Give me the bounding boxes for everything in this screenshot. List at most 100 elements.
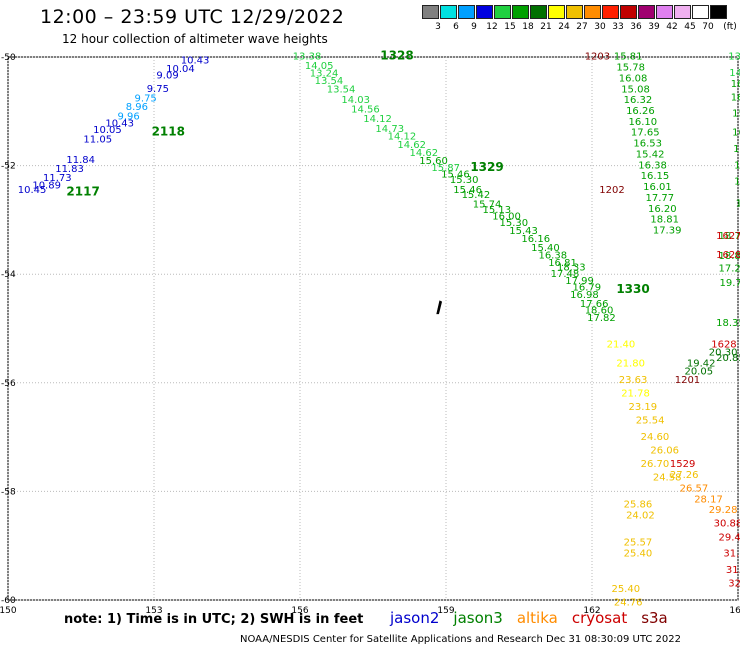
swh-label: 11.83 bbox=[55, 164, 84, 175]
colorbar-swatch bbox=[674, 5, 691, 19]
mission-legend: jason2 jason3 altika cryosat s3a bbox=[390, 609, 682, 627]
swh-label: 14.12 bbox=[363, 114, 392, 125]
pass-time-label: 2118 bbox=[152, 125, 185, 139]
swh-label: 1201 bbox=[675, 375, 700, 386]
swh-label: 11.05 bbox=[83, 134, 112, 145]
swh-label: 24.58 bbox=[653, 473, 682, 484]
swh-label: 15.21 bbox=[732, 109, 740, 120]
swh-label: 25.86 bbox=[624, 500, 653, 511]
swh-label: 15.30 bbox=[500, 218, 529, 229]
swh-label: 15.30 bbox=[450, 175, 479, 186]
swh-label: 1627 bbox=[716, 231, 740, 242]
swh-label: 17.65 bbox=[631, 128, 660, 139]
swh-label: 18.83 bbox=[719, 251, 740, 262]
swh-label: 15.81 bbox=[614, 52, 643, 63]
swh-label: 14.62 bbox=[729, 68, 740, 79]
swh-label: 21.40 bbox=[607, 340, 636, 351]
pass-time-label: 2117 bbox=[66, 184, 99, 198]
swh-label: 18.60 bbox=[585, 305, 614, 316]
colorbar-label: 24 bbox=[558, 22, 570, 32]
swh-label: 20.30 bbox=[709, 348, 738, 359]
x-tick-label: 153 bbox=[145, 606, 162, 616]
swh-label: 17.99 bbox=[565, 276, 594, 287]
colorbar-label: 33 bbox=[612, 22, 624, 32]
swh-label: 17.39 bbox=[653, 225, 682, 236]
swh-label: 11.73 bbox=[43, 173, 72, 184]
swh-label: 16.20 bbox=[648, 204, 677, 215]
colorbar-label: 42 bbox=[666, 22, 678, 32]
swh-label: 14.73 bbox=[375, 124, 404, 135]
swh-label: 16.81 bbox=[548, 258, 577, 269]
x-tick-label: 162 bbox=[583, 606, 600, 616]
colorbar-swatch bbox=[494, 5, 511, 19]
swh-label: 1628 bbox=[716, 250, 740, 261]
swh-label: 16.83 bbox=[732, 128, 740, 139]
swh-label: 9.96 bbox=[118, 111, 140, 122]
swh-label: 14.62 bbox=[410, 148, 439, 159]
swh-label: 15.08 bbox=[621, 84, 650, 95]
swh-label: 18.81 bbox=[650, 215, 679, 226]
swh-label: 15.46 bbox=[453, 185, 482, 196]
swh-label: 17.27 bbox=[719, 263, 740, 274]
swh-label: 10.43 bbox=[105, 119, 134, 130]
swh-label: 14.56 bbox=[351, 104, 380, 115]
colorbar-swatch bbox=[566, 5, 583, 19]
swh-label: 14.03 bbox=[341, 95, 370, 106]
x-tick-label: 156 bbox=[291, 606, 308, 616]
swh-label: 21.80 bbox=[616, 359, 645, 370]
footer-credit: NOAA/NESDIS Center for Satellite Applica… bbox=[240, 634, 682, 645]
swh-label: 9.75 bbox=[147, 84, 169, 95]
swh-label: 11.84 bbox=[66, 155, 95, 166]
swh-label: 15.42 bbox=[636, 149, 665, 160]
colorbar-swatch bbox=[638, 5, 655, 19]
y-tick-label: -52 bbox=[1, 162, 16, 172]
swh-label: 15.40 bbox=[531, 243, 560, 254]
swh-label: 17.48 bbox=[551, 269, 580, 280]
colorbar-swatch bbox=[476, 5, 493, 19]
swh-label: 15.43 bbox=[509, 226, 538, 237]
swh-label: 1529 bbox=[670, 459, 695, 470]
swh-label: 27.26 bbox=[670, 470, 699, 481]
swh-label: 16.59 bbox=[731, 79, 740, 90]
colorbar-label: 18 bbox=[522, 22, 534, 32]
swh-label: 19.42 bbox=[687, 359, 716, 370]
swh-label: 14.12 bbox=[388, 132, 417, 143]
swh-label: 29.43 bbox=[719, 532, 740, 543]
y-tick-label: -58 bbox=[1, 487, 16, 497]
colorbar-label: 36 bbox=[630, 22, 642, 32]
mission-label-altika: altika bbox=[516, 609, 558, 627]
swh-label: 16.32 bbox=[624, 95, 653, 106]
swh-label: 15.74 bbox=[473, 199, 502, 210]
swh-label: 32.17 bbox=[728, 578, 740, 589]
colorbar-swatch bbox=[620, 5, 637, 19]
swh-label: 15.78 bbox=[616, 63, 645, 74]
swh-label: 19.71 bbox=[720, 278, 740, 289]
pass-time-label: 1330 bbox=[616, 282, 649, 296]
swh-label: 18.88 bbox=[736, 198, 740, 209]
swh-label: 26.06 bbox=[650, 445, 679, 456]
swh-label: 17.29 bbox=[734, 160, 740, 171]
swh-label: 16.16 bbox=[521, 234, 550, 245]
swh-label: 1203 bbox=[585, 52, 610, 63]
mission-label-jason3: jason3 bbox=[453, 609, 503, 627]
swh-label: 10.45 bbox=[18, 185, 47, 196]
swh-label: 18.72 bbox=[719, 231, 740, 242]
colorbar-label: 70 bbox=[702, 22, 714, 32]
swh-label: 30.88 bbox=[714, 519, 740, 530]
swh-label: 16.38 bbox=[538, 250, 567, 261]
colorbar-label: 15 bbox=[504, 22, 516, 32]
swh-label: 13.16 bbox=[728, 52, 740, 63]
swh-label: 10.43 bbox=[181, 56, 210, 67]
plot-frame bbox=[7, 56, 739, 601]
swh-label: 14.05 bbox=[305, 61, 334, 72]
swh-label: 9.75 bbox=[135, 94, 157, 105]
footer-note: note: 1) Time is in UTC; 2) SWH is in fe… bbox=[64, 612, 364, 627]
swh-label: 15.13 bbox=[483, 205, 512, 216]
swh-label: 24.02 bbox=[626, 511, 655, 522]
swh-label: 31.67 bbox=[723, 549, 740, 560]
swh-label: 16.10 bbox=[629, 117, 658, 128]
swh-label: 25.54 bbox=[636, 416, 665, 427]
swh-label: 21.78 bbox=[621, 388, 650, 399]
swh-label: 13.54 bbox=[327, 84, 356, 95]
